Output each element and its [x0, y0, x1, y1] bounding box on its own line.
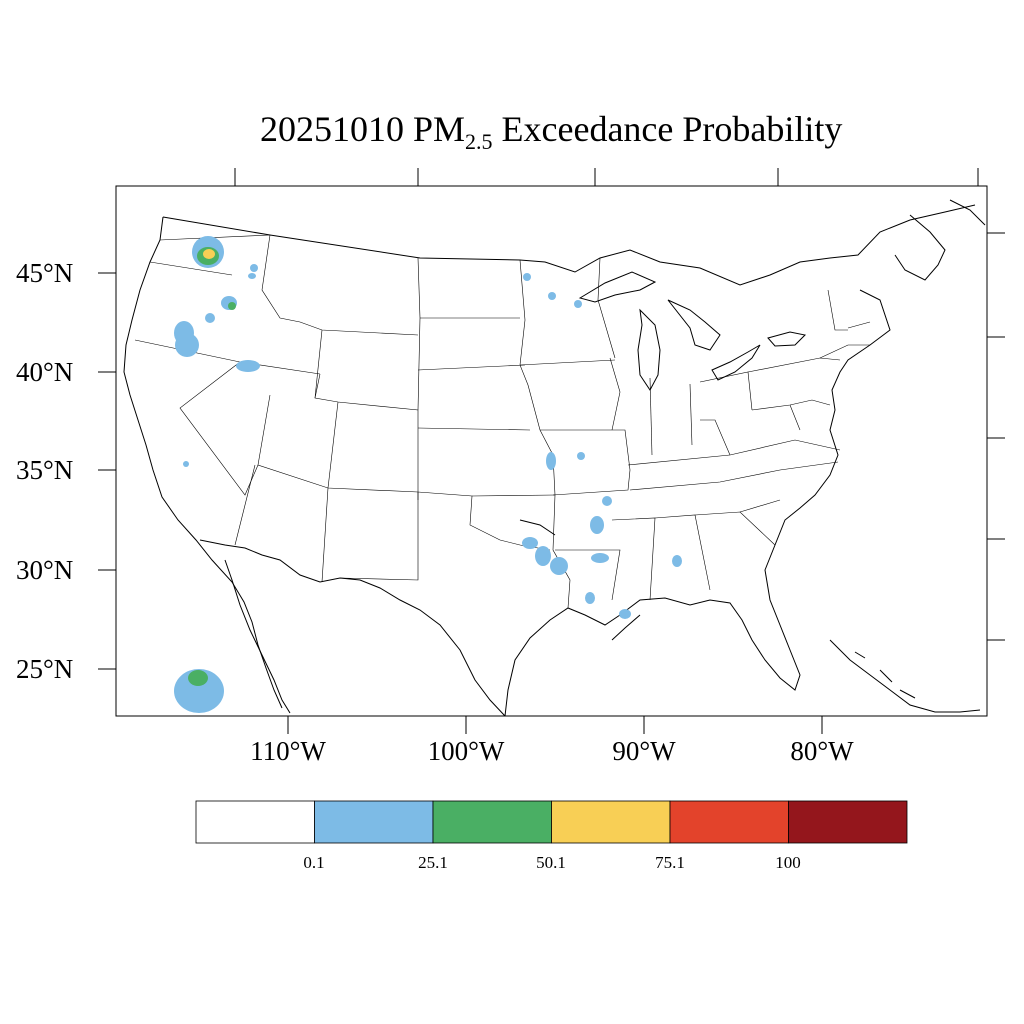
colorbar-box-3 — [551, 800, 671, 844]
lat-label-35n: 35°N — [16, 455, 74, 485]
colorbar-box-2 — [432, 800, 552, 844]
lat-label-40n: 40°N — [16, 357, 74, 387]
left-ticks — [98, 272, 116, 670]
title-rest: Exceedance Probability — [501, 109, 843, 149]
right-ticks — [987, 232, 1005, 641]
colorbar-label-3: 75.1 — [655, 853, 685, 872]
state-boundaries — [134, 234, 871, 609]
lon-label-100w: 100°W — [427, 736, 505, 766]
title-pm-subscript: 2.5 — [465, 129, 493, 154]
map-frame — [115, 185, 988, 717]
lat-label-30n: 30°N — [16, 555, 74, 585]
colorbar-label-4: 100 — [775, 853, 801, 872]
title-date: 20251010 — [260, 109, 404, 149]
colorbar-label-0: 0.1 — [303, 853, 325, 872]
lon-label-90w: 90°W — [612, 736, 676, 766]
colorbar-label-2: 50.1 — [536, 853, 566, 872]
map-title: 20251010 PM2.5 Exceedance Probability — [260, 108, 842, 155]
lat-label-45n: 45°N — [16, 258, 74, 288]
colorbar-box-1 — [314, 800, 434, 844]
lon-label-110w: 110°W — [250, 736, 326, 766]
colorbar — [195, 800, 908, 844]
colorbar-box-4 — [669, 800, 789, 844]
colorbar-box-5 — [788, 800, 908, 844]
colorbar-label-1: 25.1 — [418, 853, 448, 872]
lat-label-25n: 25°N — [16, 654, 74, 684]
colorbar-box-0 — [195, 800, 315, 844]
bottom-ticks — [287, 716, 823, 734]
prob-high — [203, 249, 215, 259]
title-pm: PM — [413, 109, 466, 149]
top-ticks — [234, 168, 979, 186]
lon-label-80w: 80°W — [790, 736, 854, 766]
